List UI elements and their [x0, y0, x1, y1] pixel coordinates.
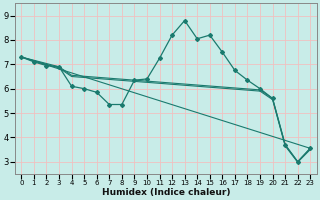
X-axis label: Humidex (Indice chaleur): Humidex (Indice chaleur) [101, 188, 230, 197]
